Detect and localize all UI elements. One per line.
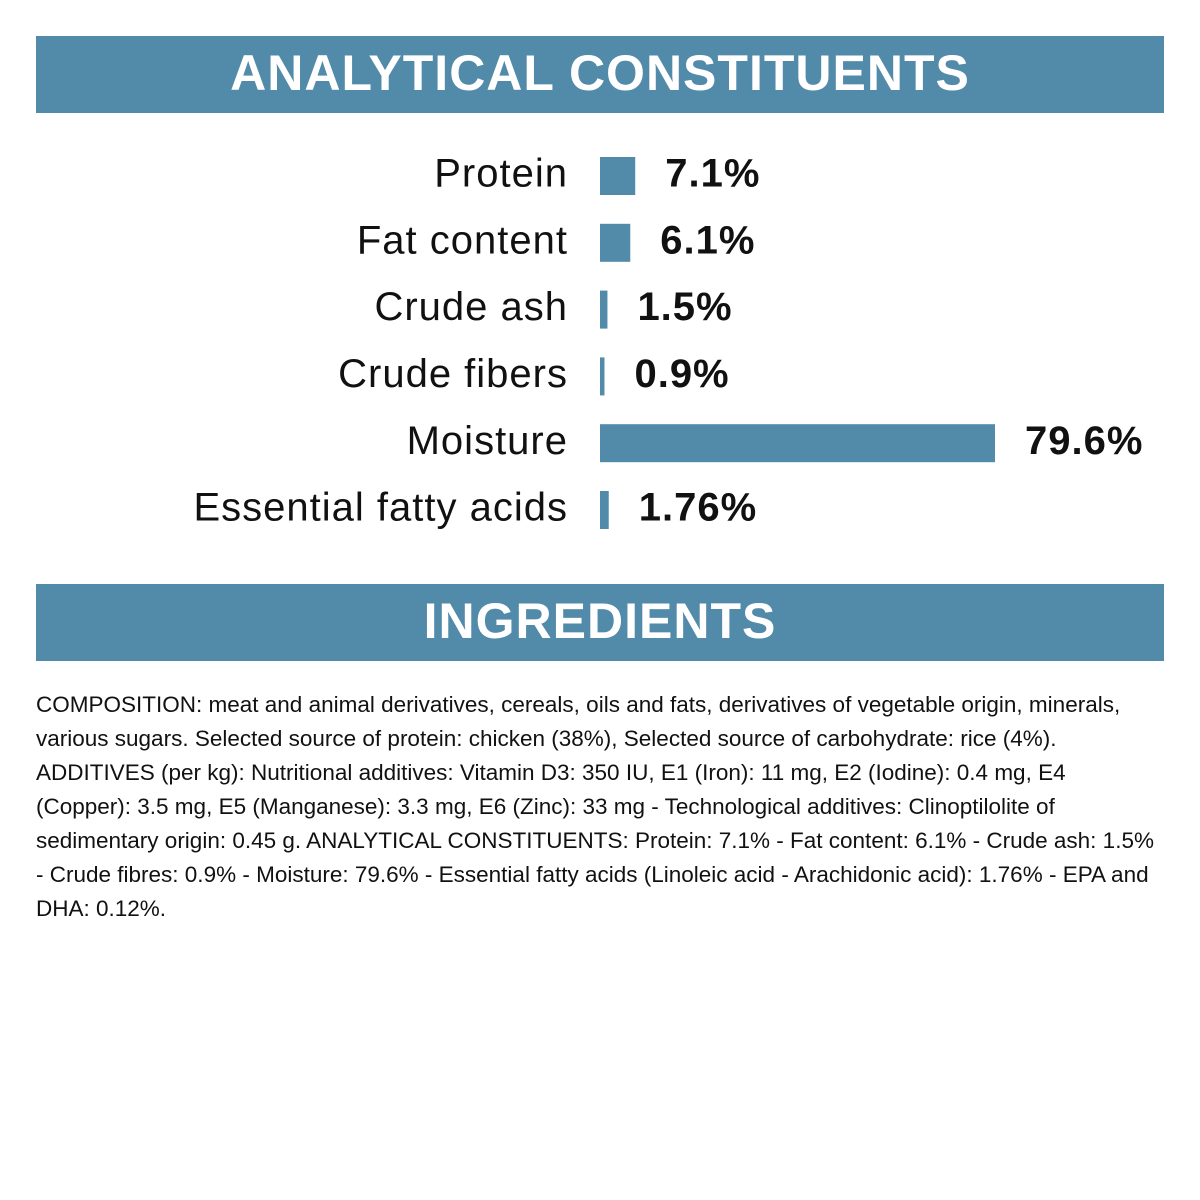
header-band: [36, 36, 1164, 113]
bar: [600, 357, 605, 396]
category-label: Essential fatty acids: [194, 486, 569, 530]
category-label: Moisture: [407, 419, 568, 463]
bar: [600, 290, 608, 329]
category-label: Protein: [434, 152, 568, 196]
value-label: 7.1%: [665, 152, 760, 196]
value-label: 6.1%: [660, 218, 755, 262]
value-label: 79.6%: [1025, 419, 1143, 463]
bar: [600, 157, 636, 195]
header-band: [36, 584, 1164, 661]
chart-title: ANALYTICAL CONSTITUENTS: [230, 45, 970, 101]
section-title: INGREDIENTS: [424, 593, 777, 649]
category-label: Crude fibers: [338, 352, 568, 396]
category-label: Crude ash: [374, 285, 568, 329]
bar: [600, 424, 995, 463]
ingredients-text: COMPOSITION: meat and animal derivatives…: [36, 692, 1154, 921]
value-label: 1.76%: [639, 486, 757, 530]
bar: [600, 491, 609, 529]
bar: [600, 223, 631, 262]
value-label: 0.9%: [634, 352, 729, 396]
value-label: 1.5%: [637, 285, 732, 329]
chart: ANALYTICAL CONSTITUENTS INGREDIENTS Prot…: [36, 36, 1164, 661]
category-label: Fat content: [357, 218, 568, 262]
